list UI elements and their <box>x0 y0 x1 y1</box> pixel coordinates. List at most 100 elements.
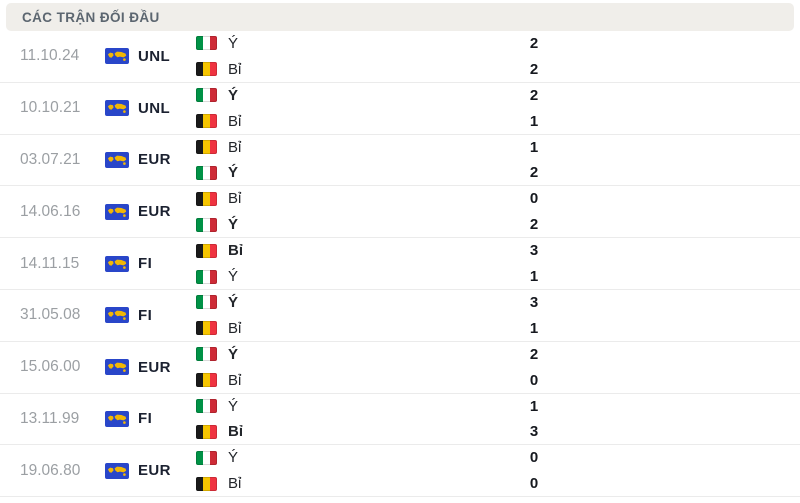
italy-flag-icon <box>196 217 217 232</box>
match-date: 31.05.08 <box>20 306 81 324</box>
team-line-second: Bỉ <box>196 315 506 341</box>
competition: EUR <box>105 462 196 479</box>
scores-column: 2 1 <box>506 82 562 134</box>
team-name: Bỉ <box>228 475 242 493</box>
match-row: 14.11.15 FI Bỉ Ý 3 <box>0 238 800 290</box>
competition-code: EUR <box>138 151 171 169</box>
team-score: 1 <box>529 138 539 156</box>
team-line-first: Ý <box>196 445 506 471</box>
team-name: Ý <box>228 268 239 286</box>
team-score: 3 <box>529 423 539 441</box>
team-line-first: Bỉ <box>196 186 506 212</box>
team-line-second: Bỉ <box>196 471 506 497</box>
team-name: Ý <box>228 216 239 234</box>
team-score: 3 <box>529 242 539 260</box>
scores-column: 1 2 <box>506 134 562 186</box>
match-row: 15.06.00 EUR Ý Bỉ 2 <box>0 341 800 394</box>
belgium-flag-icon <box>196 243 217 258</box>
competition-code: EUR <box>138 203 171 221</box>
match-date: 11.10.24 <box>20 47 80 65</box>
competition-code: FI <box>138 410 153 428</box>
team-name: Bỉ <box>228 242 243 260</box>
team-score: 2 <box>529 216 539 234</box>
teams-column: Ý Bỉ <box>196 341 506 393</box>
scores-column: 2 2 <box>506 31 562 83</box>
world-map-badge-icon <box>105 151 129 168</box>
team-name: Bỉ <box>228 423 243 441</box>
match-row: 11.10.24 UNL Ý Bỉ 2 <box>0 31 800 83</box>
team-line-first: Ý <box>196 290 506 316</box>
team-line-second: Ý <box>196 160 506 186</box>
team-score: 2 <box>529 60 539 78</box>
team-name: Ý <box>228 34 239 52</box>
section-title: CÁC TRẬN ĐỐI ĐẦU <box>22 9 160 25</box>
teams-column: Bỉ Ý <box>196 186 506 238</box>
team-score: 0 <box>529 190 539 208</box>
team-score: 2 <box>529 86 539 104</box>
team-score: 0 <box>529 371 539 389</box>
belgium-flag-icon <box>196 140 217 155</box>
head-to-head-widget: CÁC TRẬN ĐỐI ĐẦU 11.10.24 UNL Ý Bỉ <box>0 3 800 498</box>
team-name: Ý <box>228 345 239 363</box>
italy-flag-icon <box>196 347 217 362</box>
teams-column: Ý Bỉ <box>196 290 506 342</box>
team-score: 1 <box>529 319 539 337</box>
team-line-second: Bỉ <box>196 367 506 393</box>
belgium-flag-icon <box>196 476 217 491</box>
team-line-second: Ý <box>196 212 506 238</box>
teams-column: Ý Bỉ <box>196 31 506 83</box>
world-map-badge-icon <box>105 307 129 324</box>
world-map-badge-icon <box>105 462 129 479</box>
scores-column: 2 0 <box>506 341 562 393</box>
world-map-badge-icon <box>105 255 129 272</box>
match-row: 03.07.21 EUR Bỉ Ý 1 <box>0 134 800 187</box>
teams-column: Bỉ Ý <box>196 134 506 186</box>
team-name: Ý <box>228 293 239 311</box>
belgium-flag-icon <box>196 191 217 206</box>
team-score: 1 <box>529 397 539 415</box>
competition: UNL <box>105 100 196 117</box>
world-map-badge-icon <box>105 48 129 65</box>
competition: EUR <box>105 359 196 376</box>
match-list: 11.10.24 UNL Ý Bỉ 2 <box>0 31 800 498</box>
belgium-flag-icon <box>196 424 217 439</box>
team-line-second: Bỉ <box>196 108 506 134</box>
belgium-flag-icon <box>196 62 217 77</box>
world-map-badge-icon <box>105 410 129 427</box>
world-map-badge-icon <box>105 203 129 220</box>
teams-column: Ý Bỉ <box>196 393 506 445</box>
match-date: 15.06.00 <box>20 358 81 376</box>
italy-flag-icon <box>196 295 217 310</box>
scores-column: 1 3 <box>506 393 562 445</box>
belgium-flag-icon <box>196 373 217 388</box>
team-name: Bỉ <box>228 112 242 130</box>
section-header: CÁC TRẬN ĐỐI ĐẦU <box>6 3 794 31</box>
italy-flag-icon <box>196 269 217 284</box>
team-line-first: Ý <box>196 393 506 419</box>
competition: FI <box>105 410 196 427</box>
competition: UNL <box>105 48 196 65</box>
competition-code: FI <box>138 306 153 324</box>
match-date: 19.06.80 <box>20 461 81 479</box>
world-map-badge-icon <box>105 359 129 376</box>
match-date: 10.10.21 <box>20 99 81 117</box>
italy-flag-icon <box>196 399 217 414</box>
team-score: 2 <box>529 164 539 182</box>
team-name: Ý <box>228 397 239 415</box>
team-line-second: Ý <box>196 264 506 290</box>
team-score: 0 <box>529 475 539 493</box>
competition-code: FI <box>138 255 153 273</box>
competition-code: UNL <box>138 99 171 117</box>
team-name: Ý <box>228 164 239 182</box>
team-score: 2 <box>529 345 539 363</box>
teams-column: Bỉ Ý <box>196 238 506 290</box>
team-line-first: Ý <box>196 341 506 367</box>
team-line-first: Bỉ <box>196 238 506 264</box>
team-line-first: Ý <box>196 82 506 108</box>
match-row: 19.06.80 EUR Ý Bỉ 0 <box>0 445 800 498</box>
competition: FI <box>105 307 196 324</box>
team-name: Bỉ <box>228 371 242 389</box>
match-row: 10.10.21 UNL Ý Bỉ 2 <box>0 82 800 135</box>
teams-column: Ý Bỉ <box>196 445 506 497</box>
team-line-second: Bỉ <box>196 419 506 445</box>
